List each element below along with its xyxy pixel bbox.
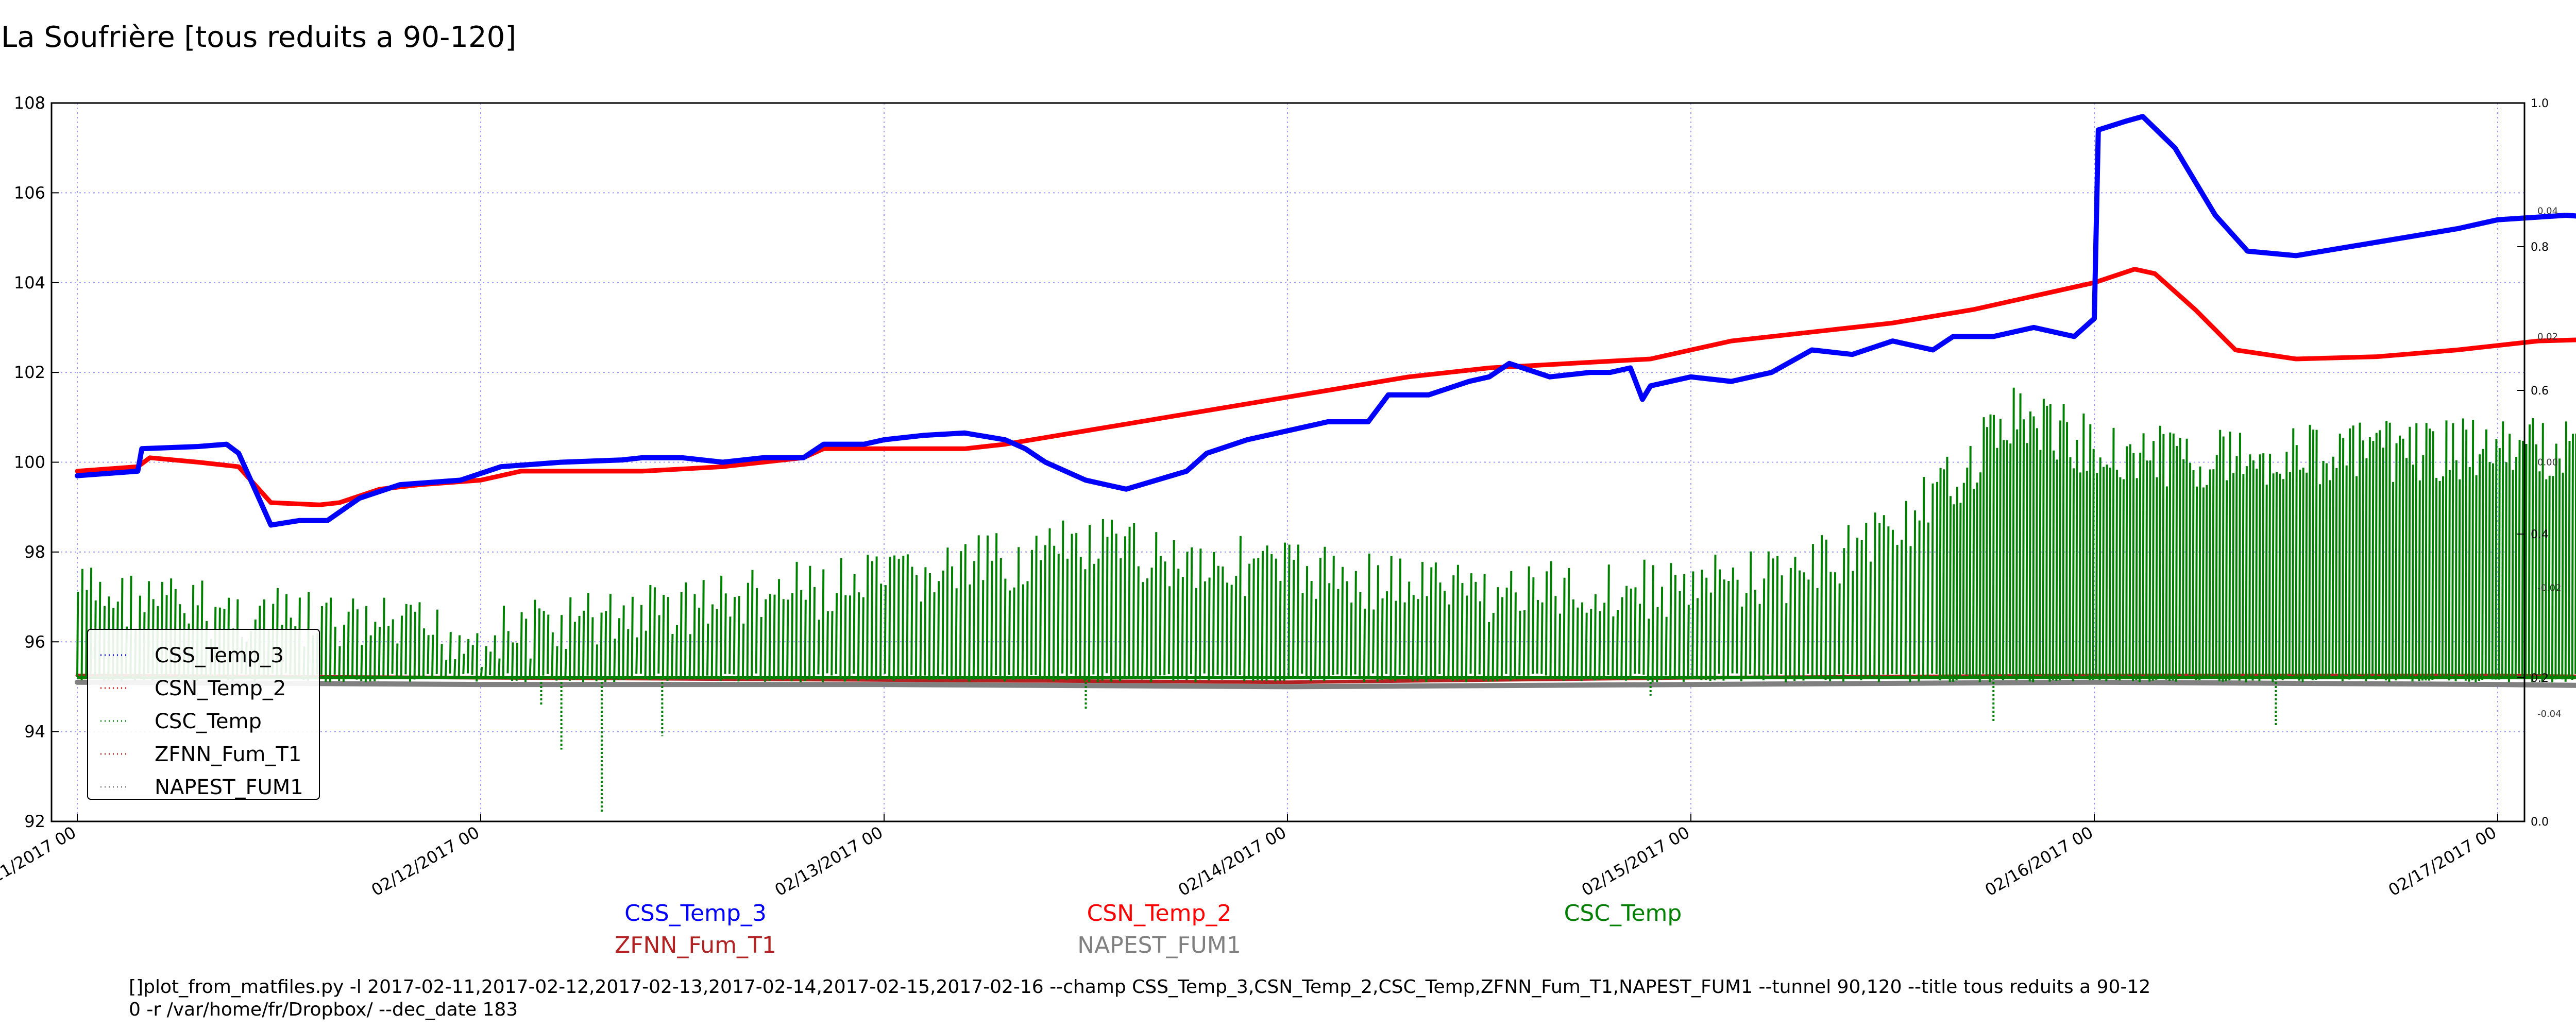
series-css-temp-3 [75,114,2576,528]
y-tick-label: 96 [24,632,45,651]
plot-area [75,114,2576,813]
axes-frame [50,102,2526,822]
legend: CSS_Temp_3 CSN_Temp_2 CSC_Temp ZFNN_Fum_T1 N… [87,629,320,800]
command-line-1: []plot_from_matfiles.py -l 2017-02-11,20… [129,976,2151,998]
bottom-label-napest-fum1: NAPEST_FUM1 [1077,932,1241,958]
bottom-label-zfnn-fum-t1: ZFNN_Fum_T1 [615,932,776,958]
y2-tick-label: 0.0 [2531,816,2549,829]
y-tick-label: 106 [14,183,45,202]
y2-tick-label: 0.2 [2531,672,2549,685]
y3-tick-label: -0.02 [2537,583,2562,594]
chart-title: La Soufrière [tous reduits a 90-120] [1,21,517,54]
bottom-label-css-temp-3: CSS_Temp_3 [624,900,767,926]
bottom-label-csc-temp: CSC_Temp [1564,900,1682,926]
series-csn-temp-2 [75,267,2576,507]
y3-tick-label: -0.04 [2537,709,2562,719]
y-tick-label: 100 [14,453,45,472]
legend-label: CSS_Temp_3 [155,644,284,667]
y2-tick-label: 0.6 [2531,385,2549,398]
legend-label: NAPEST_FUM1 [155,776,303,799]
y-tick-label: 108 [14,93,45,113]
command-line: []plot_from_matfiles.py -l 2017-02-11,20… [129,976,2150,1021]
y3-tick-label: 0.04 [2537,205,2558,216]
legend-label: CSC_Temp [155,710,262,733]
series-csc-temp [76,387,2576,813]
x-tick-label: 02/13/2017 00 [771,822,886,900]
y-tick-label: 102 [14,363,45,382]
y3-tick-label: 0.02 [2537,331,2558,342]
series-napest-fum1 [75,679,2576,690]
y-tick-label: 92 [24,812,45,831]
bottom-label-csn-temp-2: CSN_Temp_2 [1087,900,1232,926]
csc-temp-spikes [76,387,2576,682]
y2-tick-label: 0.8 [2531,241,2549,254]
y-tick-label: 104 [14,273,45,293]
x-tick-label: 02/12/2017 00 [368,822,483,900]
x-tick-label: 02/14/2017 00 [1175,822,1290,900]
command-line-2: 0 -r /var/home/fr/Dropbox/ --dec_date 18… [129,999,518,1020]
legend-label: CSN_Temp_2 [155,677,286,700]
x-tick-label: 02/15/2017 00 [1578,822,1693,900]
y-tick-label: 98 [24,542,45,562]
y-tick-label: 94 [24,722,45,742]
grid [52,102,2524,822]
y3-tick-label: 0.00 [2537,457,2558,468]
x-tick-label: 02/11/2017 00 [0,822,79,900]
x-tick-label: 02/16/2017 00 [1981,822,2096,900]
legend-box [87,629,320,800]
y2-tick-label: 0.4 [2531,528,2549,541]
y2-tick-label: 1.0 [2531,97,2549,110]
x-tick-label: 02/17/2017 00 [2385,822,2500,900]
legend-label: ZFNN_Fum_T1 [155,743,301,766]
